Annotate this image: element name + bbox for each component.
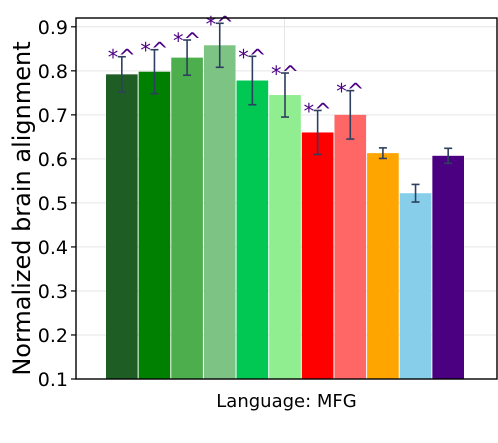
error-bars <box>117 22 453 203</box>
y-tick-label: 0.7 <box>38 105 68 127</box>
y-tick-label: 0.2 <box>38 325 68 347</box>
y-tick-label: 0.3 <box>38 281 68 303</box>
bars <box>106 45 464 380</box>
bar <box>367 153 399 379</box>
significance-label: *^ <box>238 45 266 69</box>
y-axis-label: Normalized brain alignment <box>8 41 36 375</box>
significance-label: *^ <box>271 62 299 86</box>
y-ticks: 0.1 0.2 0.3 0.4 0.5 0.6 0.7 0.8 0.9 <box>38 17 76 391</box>
plot-frame <box>75 17 498 380</box>
significance-labels: *^ *^ *^*^*^*^*^*^ <box>108 12 365 123</box>
bar <box>236 80 269 379</box>
y-tick-label: 0.6 <box>38 149 68 171</box>
y-tick-label: 0.4 <box>38 237 68 259</box>
bar <box>138 71 171 380</box>
y-tick-label: 0.5 <box>38 193 68 215</box>
y-tick-label: 0.9 <box>38 17 68 39</box>
significance-label: *^ <box>173 29 201 53</box>
x-axis-label: Language: MFG <box>216 391 356 412</box>
significance-label: *^ <box>140 39 168 63</box>
significance-label: *^ <box>108 46 136 70</box>
y-tick-label: 0.1 <box>38 369 68 391</box>
bar <box>171 57 203 380</box>
significance-label: *^ <box>336 80 364 104</box>
bar <box>399 193 432 379</box>
bar <box>203 45 236 380</box>
significance-label: *^ <box>206 12 234 36</box>
y-tick-label: 0.8 <box>38 61 68 83</box>
significance-label: *^ <box>304 99 332 123</box>
bar <box>301 132 334 379</box>
bar <box>269 95 301 379</box>
bar <box>106 74 138 379</box>
bar <box>432 155 464 379</box>
bar <box>334 114 367 379</box>
